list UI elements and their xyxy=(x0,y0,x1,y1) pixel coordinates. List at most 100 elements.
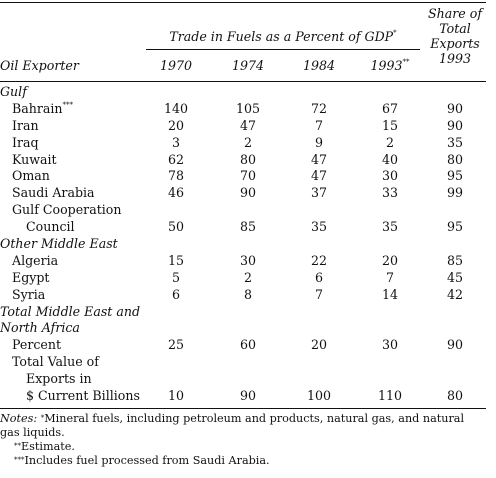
table-row: Council 50 85 35 35 95 xyxy=(0,219,486,236)
row-label: Gulf Cooperation xyxy=(12,202,122,218)
table-cell: 110 xyxy=(377,388,403,404)
row-label: $ Current Billions xyxy=(26,388,140,404)
table-row: Total Middle East and xyxy=(0,304,486,321)
table-cell: 80 xyxy=(446,151,464,167)
table-cell: 46 xyxy=(167,185,185,201)
table-cell: 20 xyxy=(167,117,185,133)
table-row: Iran 20 47 7 15 90 xyxy=(0,118,486,135)
table-cell: 50 xyxy=(167,219,185,235)
table-cell: 47 xyxy=(310,151,328,167)
row-label: Oman xyxy=(12,168,50,184)
row-label: Egypt xyxy=(12,269,50,285)
row-label: Council xyxy=(26,219,75,235)
section-label: Gulf xyxy=(0,84,27,99)
table-cell: 6 xyxy=(171,286,180,302)
table-row: Saudi Arabia 46 90 37 33 99 xyxy=(0,185,486,202)
table-cell: 8 xyxy=(243,286,252,302)
table-cell: 90 xyxy=(446,337,464,353)
row-label: Exports in xyxy=(26,371,92,387)
year-header: 1993** xyxy=(370,58,410,73)
table-cell: 33 xyxy=(381,185,399,201)
exporter-header: Oil Exporter xyxy=(0,58,79,73)
table-cell: 70 xyxy=(239,168,257,184)
table-row: $ Current Billions 10 90 100 110 80 xyxy=(0,388,486,405)
table-row: Gulf xyxy=(0,84,486,101)
table-cell: 9 xyxy=(314,134,323,150)
note-line: ***Includes fuel processed from Saudi Ar… xyxy=(0,454,486,468)
table-cell: 2 xyxy=(243,134,252,150)
table-cell: 99 xyxy=(446,185,464,201)
table-body: Gulf Bahrain*** 140 105 72 67 90 Iran 20 47 7 15 90 I… xyxy=(0,84,486,405)
header-rule xyxy=(0,81,486,82)
year-header: 1984 xyxy=(302,58,336,73)
section-label: Other Middle East xyxy=(0,236,118,252)
note-text: Mineral fuels, including petroleum and p… xyxy=(0,412,465,439)
table-row: Oman 78 70 47 30 95 xyxy=(0,168,486,185)
section-label: North Africa xyxy=(0,320,80,336)
table-row: Iraq 3 2 9 2 35 xyxy=(0,135,486,152)
table-cell: 67 xyxy=(381,100,399,116)
table-cell: 37 xyxy=(310,185,328,201)
section-label: Total Middle East and xyxy=(0,303,141,319)
table-cell: 30 xyxy=(381,337,399,353)
table-cell: 80 xyxy=(239,151,257,167)
table-cell: 62 xyxy=(167,151,185,167)
table-row: Exports in xyxy=(0,371,486,388)
share-header: Share of Total Exports 1993 xyxy=(424,6,486,66)
bottom-rule xyxy=(0,408,486,409)
table-cell: 15 xyxy=(167,252,185,268)
note-text: Estimate. xyxy=(21,440,75,453)
table-cell: 35 xyxy=(381,219,399,235)
row-label: Iraq xyxy=(12,134,39,150)
table-cell: 105 xyxy=(235,100,261,116)
table-row: North Africa xyxy=(0,320,486,337)
share-header-line: Total xyxy=(439,21,471,36)
table-cell: 90 xyxy=(239,185,257,201)
footnote-mark: *** xyxy=(14,456,25,464)
table-cell: 85 xyxy=(446,252,464,268)
note-line: Notes: *Mineral fuels, including petrole… xyxy=(0,412,486,440)
table-cell: 140 xyxy=(163,100,189,116)
table-cell: 30 xyxy=(381,168,399,184)
group-rule xyxy=(146,49,420,50)
table-cell: 7 xyxy=(314,286,323,302)
table-cell: 15 xyxy=(381,117,399,133)
group-header-label: Trade in Fuels as a Percent of GDP xyxy=(169,29,394,44)
table-cell: 60 xyxy=(239,337,257,353)
table-row: Algeria 15 30 22 20 85 xyxy=(0,253,486,270)
table-row: Bahrain*** 140 105 72 67 90 xyxy=(0,101,486,118)
table-row: Egypt 5 2 6 7 45 xyxy=(0,270,486,287)
table-cell: 90 xyxy=(446,100,464,116)
table-cell: 72 xyxy=(310,100,328,116)
footnote-mark: * xyxy=(40,414,45,422)
row-label: Percent xyxy=(12,337,62,353)
table-row: Kuwait 62 80 47 40 80 xyxy=(0,152,486,169)
table-cell: 45 xyxy=(446,269,464,285)
year-header: 1970 xyxy=(159,58,193,73)
table-cell: 90 xyxy=(239,388,257,404)
notes-prefix: Notes: xyxy=(0,412,38,425)
table-cell: 35 xyxy=(446,134,464,150)
table-cell: 7 xyxy=(385,269,394,285)
group-header: Trade in Fuels as a Percent of GDP* xyxy=(146,29,420,44)
share-header-line: 1993 xyxy=(438,51,472,66)
table-cell: 22 xyxy=(310,252,328,268)
table-cell: 25 xyxy=(167,337,185,353)
row-label: Total Value of xyxy=(12,354,99,370)
table-cell: 3 xyxy=(171,134,180,150)
year-header: 1974 xyxy=(231,58,265,73)
row-label: Algeria xyxy=(12,252,59,268)
table-row: Percent 25 60 20 30 90 xyxy=(0,337,486,354)
share-header-line: Exports xyxy=(430,36,480,51)
group-header-mark: * xyxy=(393,29,397,37)
table-row: Other Middle East xyxy=(0,236,486,253)
row-label: Kuwait xyxy=(12,151,57,167)
table-notes: Notes: *Mineral fuels, including petrole… xyxy=(0,412,486,468)
table-cell: 6 xyxy=(314,269,323,285)
footnote-mark: *** xyxy=(62,100,74,109)
row-label: Syria xyxy=(12,286,46,302)
row-label: Iran xyxy=(12,117,39,133)
footnote-mark: ** xyxy=(14,442,21,450)
table-cell: 85 xyxy=(239,219,257,235)
